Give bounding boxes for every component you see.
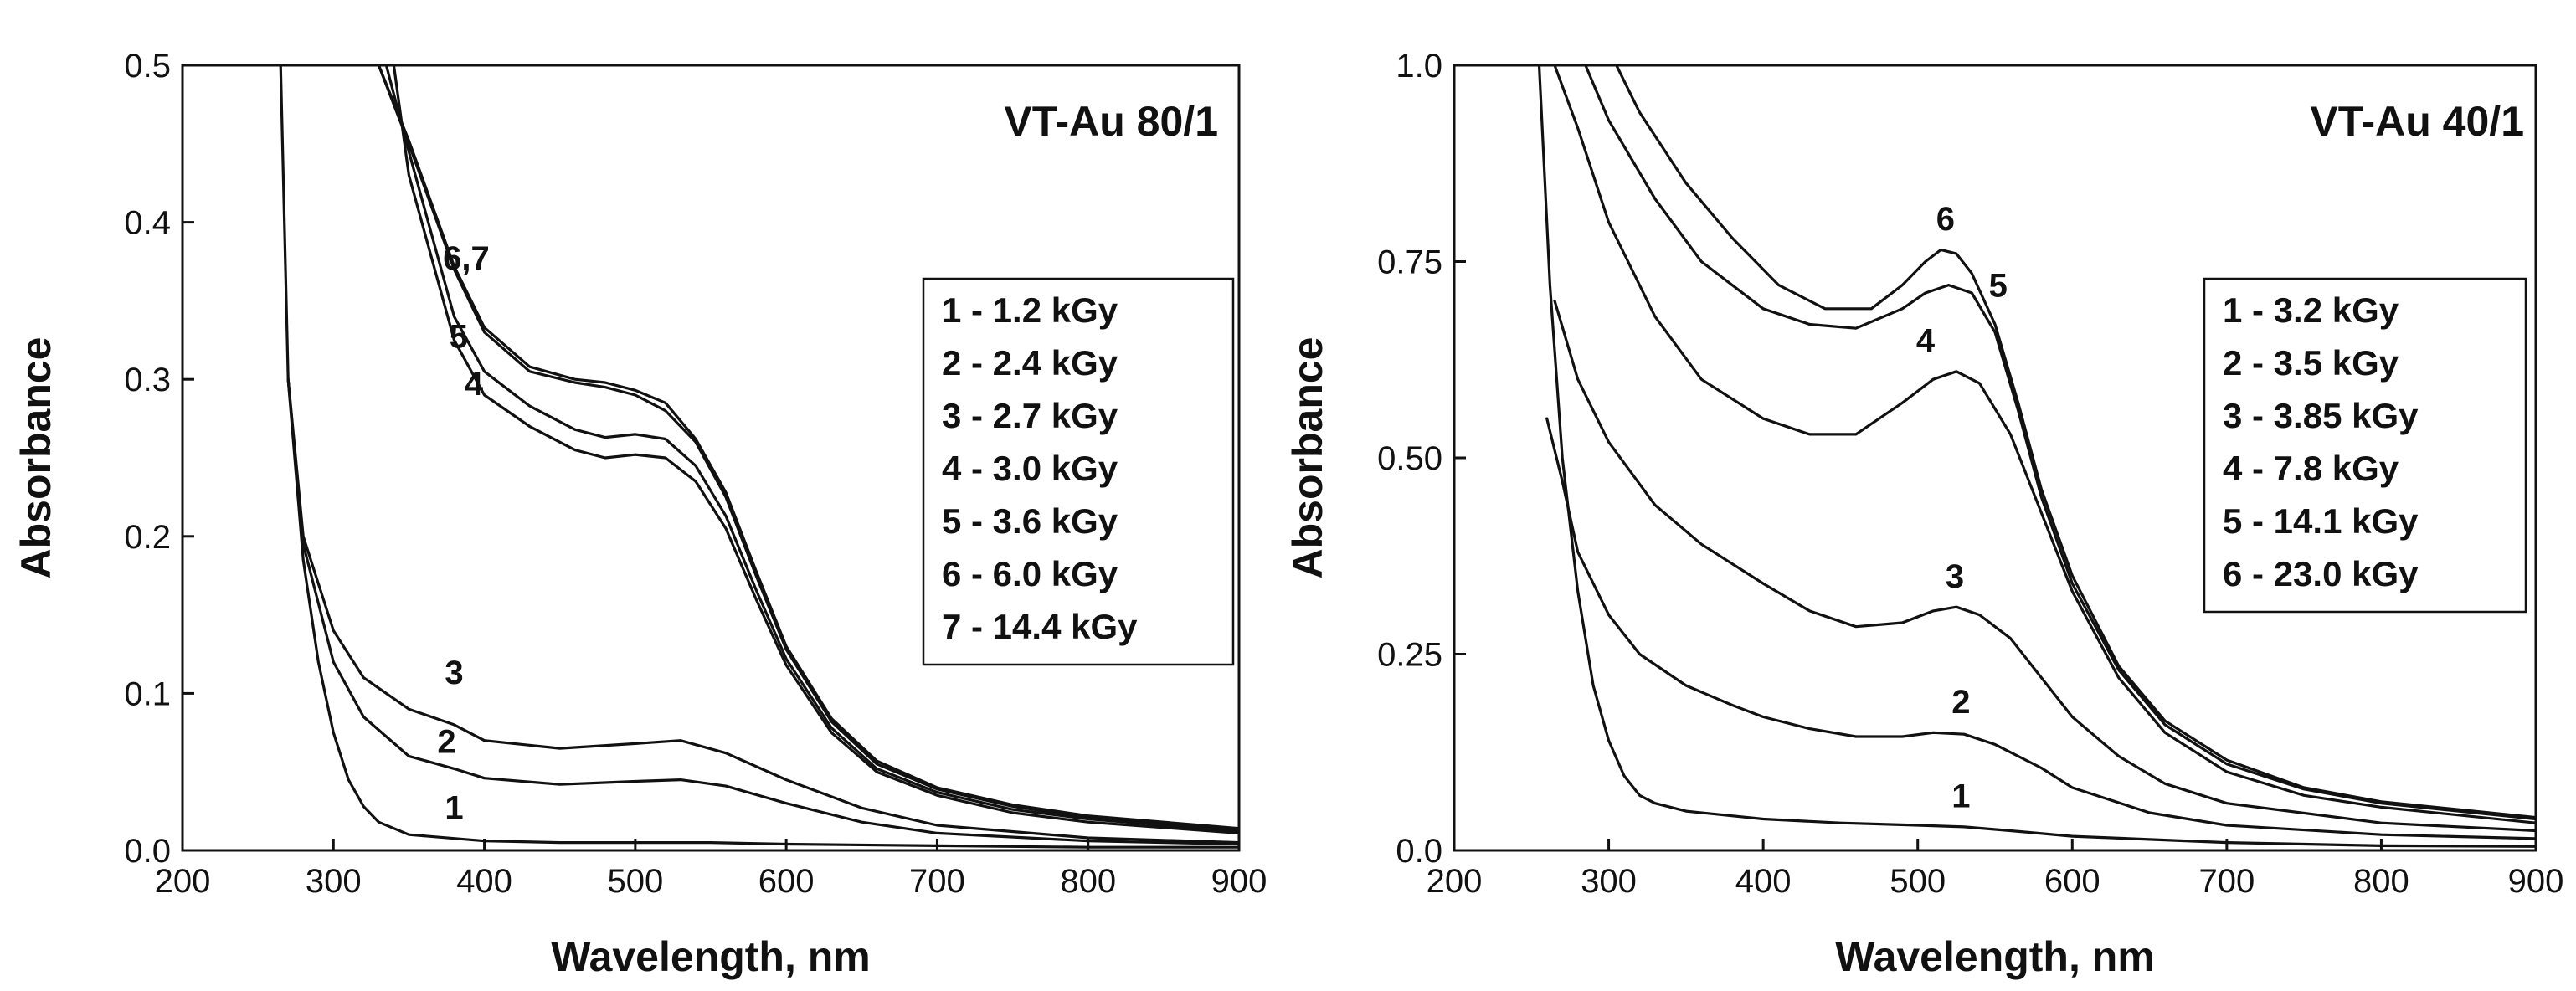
legend-entry: 4 - 7.8 kGy <box>2223 449 2399 488</box>
curve-label: 1 <box>1951 778 1970 814</box>
legend-entry: 3 - 2.7 kGy <box>942 396 1118 435</box>
legend-entry: 2 - 3.5 kGy <box>2223 343 2399 383</box>
series-line-5 <box>384 65 1239 834</box>
y-tick-label: 0.5 <box>124 48 171 85</box>
y-axis-title: Absorbance <box>1284 337 1331 579</box>
curve-label: 5 <box>450 319 468 356</box>
y-tick-label: 0.75 <box>1377 244 1442 281</box>
x-tick-label: 200 <box>1427 863 1483 900</box>
chart-panel-vt-au-40: 200 300 400 500 600 700 800 900 0.0 0.25 0.50 0.75 1… <box>1284 48 2563 980</box>
y-tick-label: 0.1 <box>124 675 171 712</box>
curve-label: 1 <box>445 789 463 826</box>
curve-label: 4 <box>1916 322 1936 359</box>
y-tick-label: 0.0 <box>1396 833 1442 870</box>
series-line-4 <box>392 65 1239 835</box>
legend-entry: 3 - 3.85 kGy <box>2223 396 2419 435</box>
series-line-3 <box>286 377 1239 845</box>
y-tick-label: 0.2 <box>124 519 171 556</box>
chart-title: VT-Au 80/1 <box>1004 98 1218 145</box>
series-line-1 <box>279 65 1239 849</box>
legend-entry: 2 - 2.4 kGy <box>942 343 1118 383</box>
x-tick-label: 200 <box>155 863 211 900</box>
x-tick-label: 300 <box>1581 863 1637 900</box>
y-axis-title: Absorbance <box>13 337 59 579</box>
legend-box <box>2203 277 2527 614</box>
x-tick-label: 800 <box>1060 863 1116 900</box>
legend-entry: 6 - 6.0 kGy <box>942 554 1118 593</box>
curve-label: 2 <box>1951 684 1970 721</box>
y-tick-label: 0.25 <box>1377 637 1442 674</box>
x-tick-label: 600 <box>2044 863 2100 900</box>
y-tick-label: 0.0 <box>124 833 171 870</box>
x-tick-label: 400 <box>456 863 512 900</box>
x-tick-label: 400 <box>1735 863 1792 900</box>
curve-label: 3 <box>1946 558 1964 595</box>
y-tick-label: 0.50 <box>1377 440 1442 477</box>
x-tick-label: 900 <box>1211 863 1267 900</box>
x-tick-label: 300 <box>306 863 362 900</box>
series-line-2 <box>1545 417 2536 840</box>
legend-entry: 6 - 23.0 kGy <box>2223 554 2419 593</box>
series-line-7 <box>377 65 1239 830</box>
legend-entry: 1 - 3.2 kGy <box>2223 290 2399 330</box>
x-tick-label: 700 <box>909 863 965 900</box>
x-tick-label: 500 <box>607 863 663 900</box>
chart-panel-vt-au-80: 200 300 400 500 600 700 800 900 0.0 0.1 0.2 0.3 0.4 0… <box>13 48 1267 980</box>
curve-label: 4 <box>465 366 484 403</box>
series-line-1 <box>1537 65 2536 848</box>
curves <box>279 65 1239 849</box>
legend-entry: 1 - 1.2 kGy <box>942 290 1118 330</box>
plot-frame <box>181 64 1241 852</box>
x-tick-label: 800 <box>2353 863 2409 900</box>
x-axis-title: Wavelength, nm <box>1835 933 2155 980</box>
series-line-6 <box>1615 65 2536 819</box>
y-tick-label: 1.0 <box>1396 48 1442 85</box>
curve-label: 2 <box>437 724 455 761</box>
curve-label: 6,7 <box>443 240 490 277</box>
curve-label: 3 <box>445 655 463 691</box>
legend-entry: 4 - 3.0 kGy <box>942 449 1118 488</box>
curve-label: 5 <box>1989 268 2008 305</box>
series-line-6 <box>377 65 1239 832</box>
series-line-2 <box>286 377 1239 846</box>
legend-entry: 5 - 14.1 kGy <box>2223 501 2419 541</box>
series-line-4 <box>1553 65 2536 824</box>
curves <box>1537 65 2536 848</box>
x-tick-label: 500 <box>1890 863 1946 900</box>
y-tick-label: 0.4 <box>124 205 171 242</box>
y-tick-label: 0.3 <box>124 362 171 398</box>
series-line-3 <box>1553 299 2536 833</box>
curve-label: 6 <box>1936 201 1955 238</box>
x-tick-label: 900 <box>2508 863 2564 900</box>
chart-title: VT-Au 40/1 <box>2310 98 2524 145</box>
x-tick-label: 600 <box>758 863 815 900</box>
legend-box <box>922 277 1235 666</box>
x-axis-title: Wavelength, nm <box>551 933 871 980</box>
legend-entry: 5 - 3.6 kGy <box>942 501 1118 541</box>
x-tick-label: 700 <box>2198 863 2255 900</box>
legend-entry: 7 - 14.4 kGy <box>942 607 1138 646</box>
series-line-5 <box>1584 65 2536 821</box>
